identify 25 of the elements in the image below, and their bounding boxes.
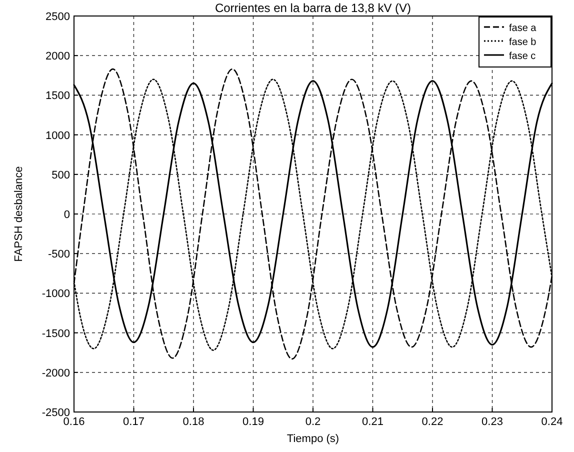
x-tick-label: 0.2: [305, 416, 321, 428]
x-tick-label: 0.18: [182, 416, 204, 428]
x-tick-label: 0.22: [422, 416, 444, 428]
y-tick-label: -500: [48, 248, 70, 261]
y-tick-label: 1000: [46, 130, 70, 142]
y-tick-label: -1000: [42, 288, 70, 300]
x-axis-title: Tiempo (s): [286, 433, 340, 445]
x-tick-label: 0.21: [362, 416, 384, 428]
y-tick-label: -2000: [42, 367, 70, 380]
y-axis-title: FAPSH desbalance: [13, 166, 25, 262]
chart-title: Corrientes en la barra de 13,8 kV (V): [214, 1, 412, 15]
legend-label: fase a: [509, 23, 537, 34]
x-tick-label: 0.19: [242, 416, 264, 428]
legend-label: fase c: [509, 51, 536, 62]
y-tick-label: 500: [52, 169, 70, 182]
y-tick-label: 1500: [46, 90, 70, 102]
legend-label: fase b: [509, 37, 537, 48]
x-tick-label: 0.23: [482, 416, 503, 428]
y-tick-label: -1500: [42, 328, 70, 340]
y-tick-label: 2500: [46, 11, 70, 23]
x-tick-label: 0.17: [123, 416, 144, 428]
x-tick-label: 0.24: [541, 416, 563, 428]
x-tick-label: 0.16: [63, 416, 85, 428]
y-tick-label: 2000: [46, 50, 70, 63]
y-tick-label: 0: [64, 209, 70, 221]
